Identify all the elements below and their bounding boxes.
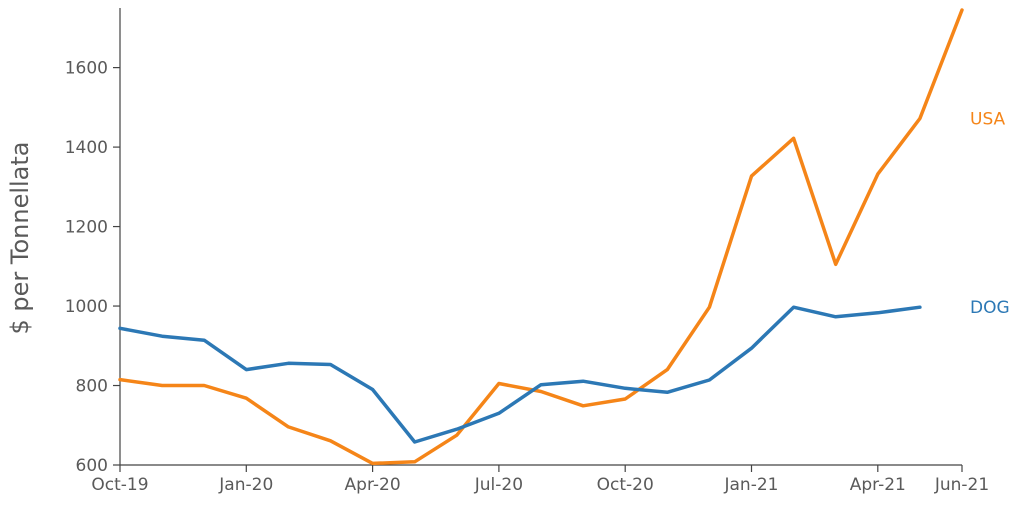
y-tick-label: 1200	[65, 218, 108, 238]
x-tick-label: Jan-20	[218, 475, 273, 495]
y-tick-label: 1400	[65, 138, 108, 158]
x-tick-label: Jul-20	[474, 475, 523, 495]
series-label-usa: USA	[970, 109, 1006, 129]
x-axis-ticks: Oct-19 Jan-20 Apr-20 Jul-20 Oct-20 Jan-21 Apr-…	[91, 465, 989, 495]
y-tick-label: 600	[76, 456, 108, 476]
y-tick-label: 800	[76, 377, 108, 397]
y-axis-ticks: 600 800 1000 1200 1400 1600	[65, 59, 120, 476]
y-tick-label: 1600	[65, 59, 108, 79]
series-line-usa	[118, 8, 964, 466]
x-tick-label: Jun-21	[934, 475, 989, 495]
series-lines	[118, 8, 964, 466]
series-label-dog: DOG	[970, 298, 1010, 318]
y-axis-title: $ per Tonnellata	[6, 141, 34, 334]
x-tick-label: Oct-19	[91, 475, 148, 495]
y-tick-label: 1000	[65, 297, 108, 317]
x-tick-label: Apr-20	[345, 475, 401, 495]
x-tick-label: Oct-20	[597, 475, 654, 495]
series-line-dog	[118, 305, 922, 444]
x-tick-label: Jan-21	[724, 475, 779, 495]
x-tick-label: Apr-21	[850, 475, 906, 495]
series-labels: USA DOG	[970, 109, 1010, 318]
